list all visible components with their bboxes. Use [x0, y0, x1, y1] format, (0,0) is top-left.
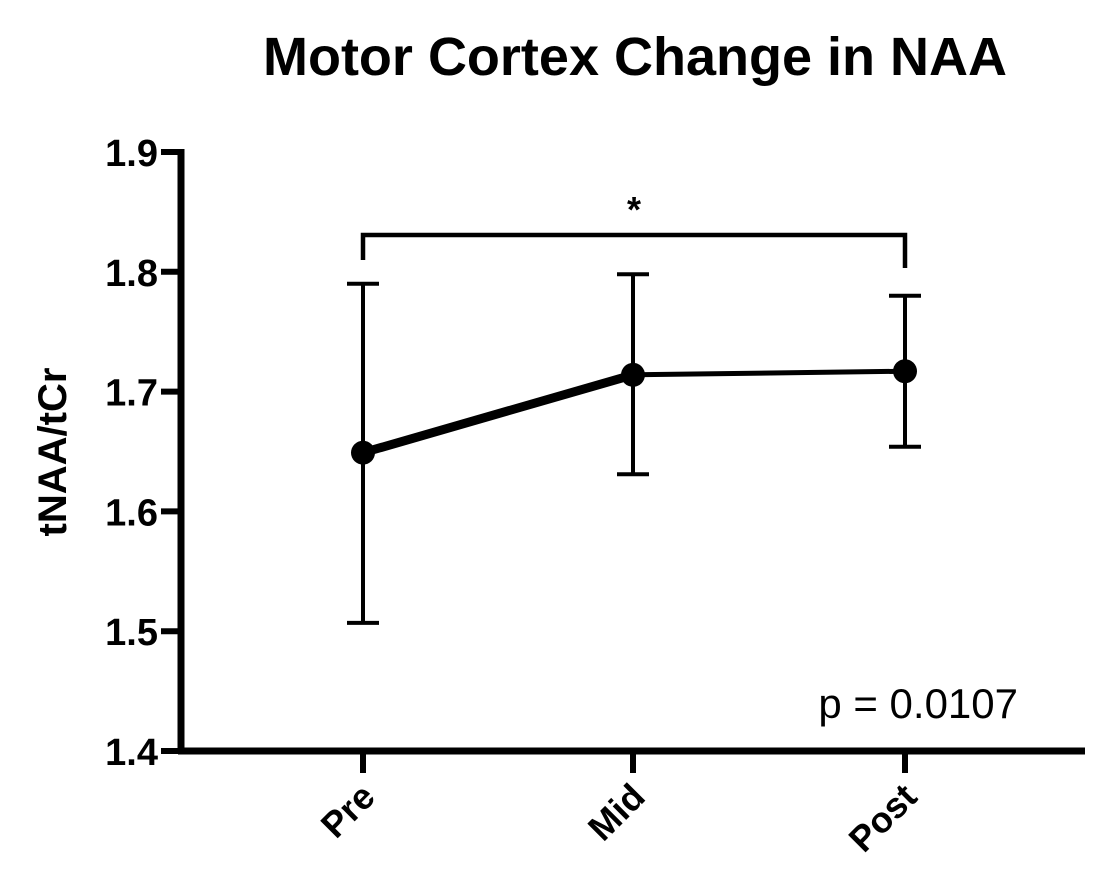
y-axis-label: tNAA/tCr — [31, 368, 75, 537]
chart-title: Motor Cortex Change in NAA — [263, 27, 1007, 87]
series-group — [347, 272, 921, 625]
y-tick-label: 1.5 — [105, 612, 158, 654]
data-point-mid — [621, 362, 645, 387]
y-axis-ticks: 1.4 1.5 1.6 1.7 1.8 1.9 — [105, 133, 181, 774]
x-tick-label-pre: Pre — [313, 776, 383, 846]
series-line-segment — [632, 368, 906, 378]
significance-star: * — [627, 189, 641, 230]
significance-bracket-group: * — [360, 189, 908, 268]
series-line-segment — [361, 370, 635, 458]
significance-bracket — [360, 232, 908, 268]
p-value-annotation: p = 0.0107 — [818, 680, 1018, 727]
y-tick-label: 1.6 — [105, 492, 158, 534]
x-axis-categories: Pre Mid Post — [313, 751, 925, 860]
x-tick-label-mid: Mid — [580, 776, 653, 849]
y-tick-label: 1.8 — [105, 253, 158, 295]
data-point-post — [893, 359, 917, 384]
y-tick-label: 1.9 — [105, 133, 158, 175]
y-tick-label: 1.7 — [105, 373, 158, 415]
x-tick-label-post: Post — [841, 776, 925, 860]
data-point-pre — [351, 440, 375, 465]
y-tick-label: 1.4 — [105, 732, 158, 774]
